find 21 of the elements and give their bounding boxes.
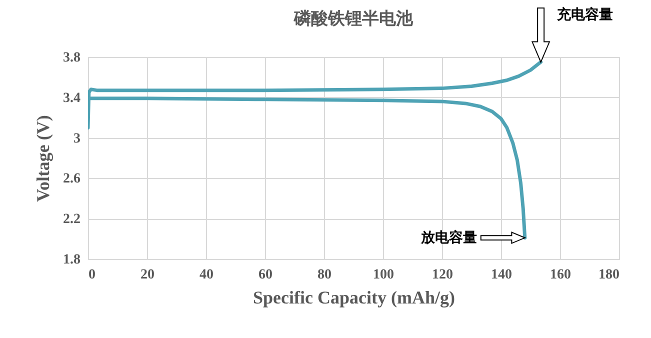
x-tick-label: 20 bbox=[140, 268, 154, 282]
x-tick-label: 40 bbox=[200, 268, 214, 282]
x-tick-label: 100 bbox=[373, 268, 394, 282]
x-tick-label: 140 bbox=[491, 268, 512, 282]
chart-title: 磷酸铁锂半电池 bbox=[293, 9, 414, 29]
y-tick-label: 1.8 bbox=[63, 252, 80, 268]
y-tick-label: 3.8 bbox=[63, 50, 80, 66]
x-tick-label: 60 bbox=[258, 268, 272, 282]
x-tick-label: 80 bbox=[318, 268, 332, 282]
x-tick-label: 160 bbox=[550, 268, 571, 282]
y-tick-label: 3.4 bbox=[63, 90, 80, 106]
x-axis-title: Specific Capacity (mAh/g) bbox=[253, 288, 455, 308]
x-tick-label: 120 bbox=[432, 268, 453, 282]
y-tick-label: 2.6 bbox=[63, 172, 80, 187]
y-tick-label: 3 bbox=[74, 131, 80, 146]
y-tick-label: 2.2 bbox=[63, 212, 80, 228]
annotation: 放电容量 bbox=[420, 228, 477, 246]
x-tick-label: 180 bbox=[598, 268, 620, 282]
text: 充电容量 bbox=[556, 6, 613, 24]
y-axis-title: Voltage (V) bbox=[33, 115, 53, 202]
x-tick-label: 0 bbox=[88, 268, 96, 282]
